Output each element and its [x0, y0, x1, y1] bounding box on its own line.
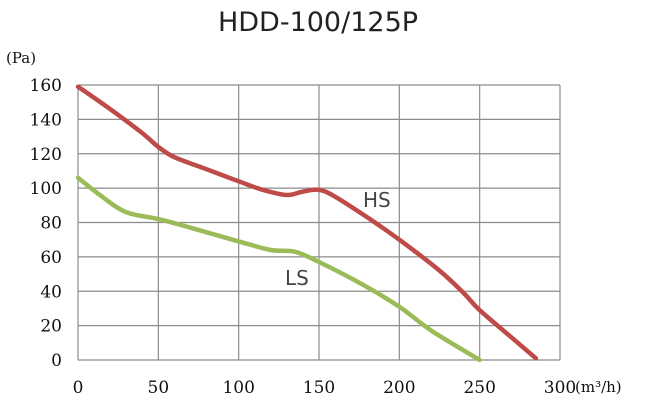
- series-lines: [75, 84, 539, 363]
- x-tick-4: 200: [383, 378, 415, 398]
- y-tick-2: 40: [40, 282, 62, 302]
- y-tick-1: 20: [40, 317, 62, 337]
- y-tick-4: 80: [40, 214, 62, 234]
- y-axis-unit: (Pa): [6, 49, 36, 67]
- x-tick-5: 250: [463, 378, 495, 398]
- chart-title: HDD-100/125P: [218, 7, 418, 38]
- x-tick-6: 300: [544, 378, 576, 398]
- y-tick-5: 100: [30, 179, 62, 199]
- y-tick-6: 120: [30, 145, 62, 165]
- x-tick-0: 0: [73, 378, 84, 398]
- x-tick-1: 50: [148, 378, 170, 398]
- y-tick-3: 60: [40, 248, 62, 268]
- x-tick-3: 150: [303, 378, 335, 398]
- x-axis-unit: (m³/h): [575, 378, 622, 396]
- tick-labels: 0 50 100 150 200 250 300 0 20 40 60 80 100 120 140 160: [30, 76, 577, 398]
- y-tick-7: 140: [30, 110, 62, 130]
- series-line-hs: [75, 84, 539, 361]
- y-tick-8: 160: [30, 76, 62, 96]
- y-tick-0: 0: [51, 351, 62, 371]
- series-label-hs: HS: [363, 188, 391, 212]
- x-tick-2: 100: [222, 378, 254, 398]
- series-label-ls: LS: [285, 266, 309, 290]
- series-line-ls: [75, 175, 482, 363]
